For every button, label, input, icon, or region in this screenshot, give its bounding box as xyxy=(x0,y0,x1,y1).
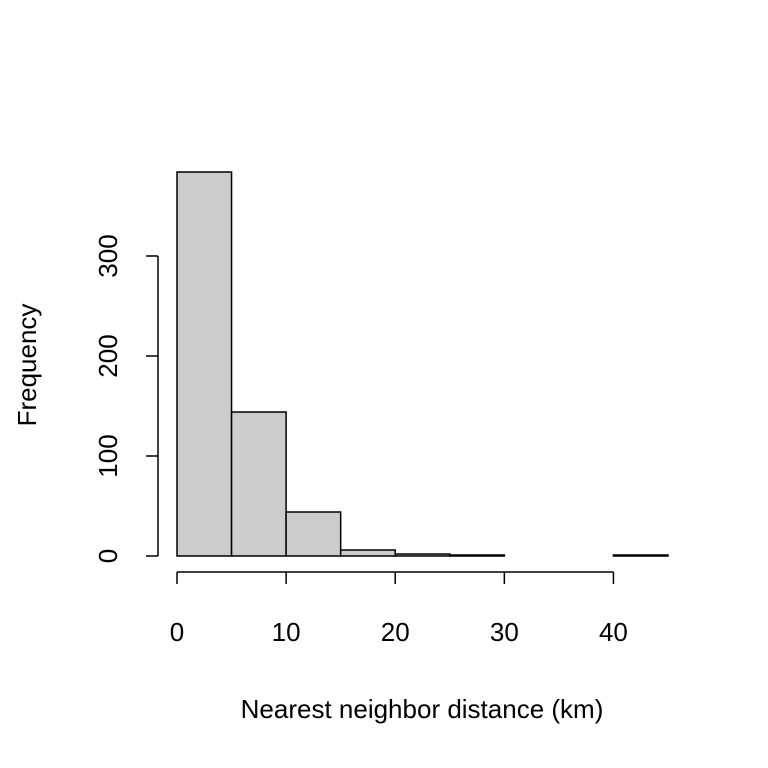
bar xyxy=(612,554,669,557)
x-tick-label: 40 xyxy=(599,617,628,647)
bar xyxy=(339,549,396,557)
y-tick-label: 0 xyxy=(93,549,123,563)
bar xyxy=(176,171,233,557)
x-tick-label: 20 xyxy=(381,617,410,647)
x-axis-label: Nearest neighbor distance (km) xyxy=(241,694,604,724)
x-tick-label: 10 xyxy=(272,617,301,647)
y-tick-label: 100 xyxy=(93,434,123,477)
bar xyxy=(449,554,506,557)
x-tick-label: 30 xyxy=(490,617,519,647)
y-tick-label: 200 xyxy=(93,334,123,377)
bar xyxy=(285,511,342,557)
y-axis-label: Frequency xyxy=(12,304,42,427)
x-tick-label: 0 xyxy=(170,617,184,647)
y-tick-label: 300 xyxy=(93,234,123,277)
bar xyxy=(230,411,287,557)
bar xyxy=(394,553,451,557)
